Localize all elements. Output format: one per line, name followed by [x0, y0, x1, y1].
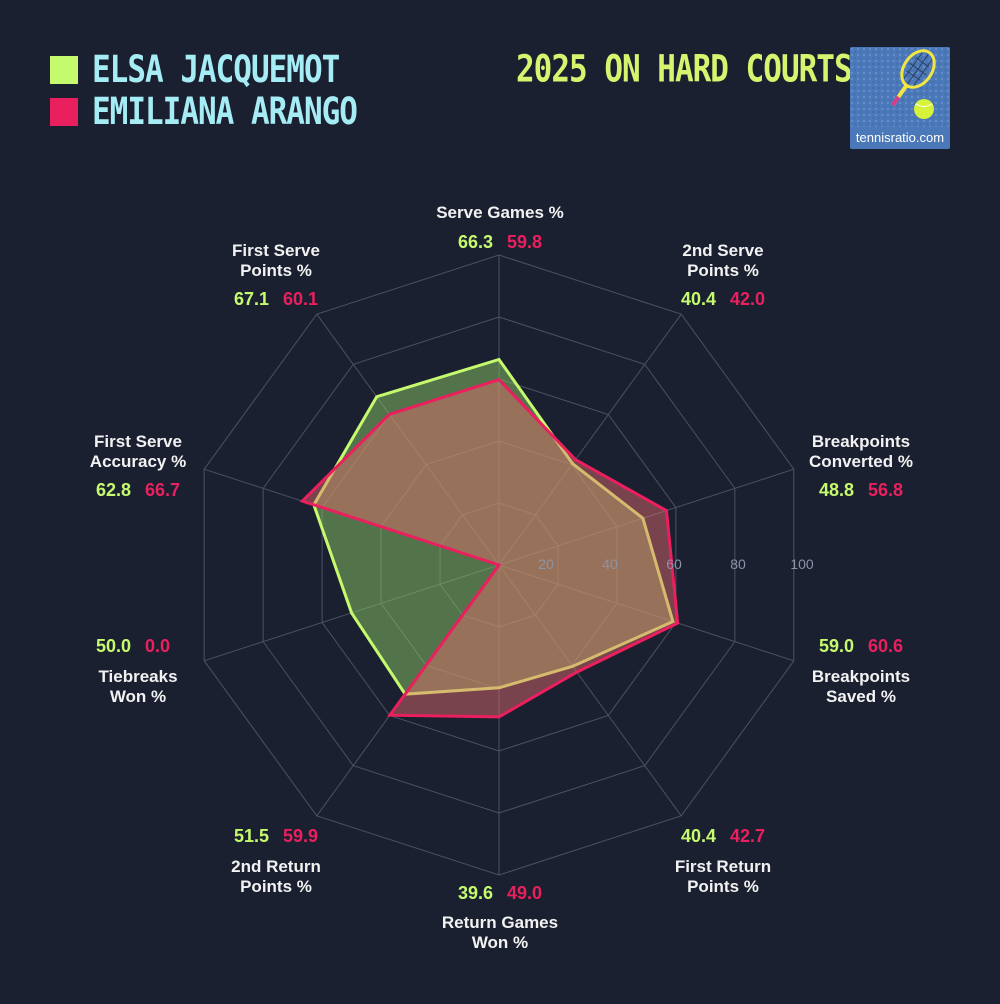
value-label-arango-3: 60.6 — [868, 636, 903, 656]
ring-labels: 20 40 60 80 100 — [538, 556, 814, 572]
axis-label-1-line-0: 2nd Serve — [682, 241, 763, 260]
ring-label-3: 80 — [730, 556, 746, 572]
axis-label-9-line-0: First Serve — [232, 241, 320, 260]
ring-label-4: 100 — [790, 556, 814, 572]
axis-label-3-line-0: Breakpoints — [812, 667, 910, 686]
value-label-jacquemot-5: 39.6 — [458, 883, 493, 903]
value-label-jacquemot-4: 40.4 — [681, 826, 716, 846]
value-label-arango-9: 60.1 — [283, 289, 318, 309]
grid-ring-3 — [262, 316, 736, 814]
legend: ELSA JACQUEMOT EMILIANA ARANGO — [50, 48, 358, 134]
legend-item-arango: EMILIANA ARANGO — [50, 90, 358, 134]
axis-label-5-line-0: Return Games — [442, 913, 558, 932]
value-label-arango-6: 59.9 — [283, 826, 318, 846]
logo-text: tennisratio.com — [855, 130, 945, 145]
value-label-arango-0: 59.8 — [507, 232, 542, 252]
value-label-jacquemot-9: 67.1 — [234, 289, 269, 309]
legend-label-jacquemot: ELSA JACQUEMOT — [92, 48, 340, 92]
legend-swatch-jacquemot — [50, 56, 78, 84]
axis-label-7-line-0: Tiebreaks — [98, 667, 177, 686]
ring-label-0: 20 — [538, 556, 554, 572]
value-label-jacquemot-6: 51.5 — [234, 826, 269, 846]
axis-label-6-line-0: 2nd Return — [231, 857, 321, 876]
axis-label-9-line-1: Points % — [240, 261, 312, 280]
grid-ring-4 — [203, 254, 795, 876]
value-label-arango-1: 42.0 — [730, 289, 765, 309]
axis-label-8-line-0: First Serve — [94, 432, 182, 451]
axis-label-8-line-1: Accuracy % — [90, 452, 186, 471]
axis-label-3-line-1: Saved % — [826, 687, 896, 706]
value-label-arango-5: 49.0 — [507, 883, 542, 903]
axis-label-5-line-1: Won % — [472, 933, 528, 952]
axis-label-4-line-0: First Return — [675, 857, 771, 876]
value-label-jacquemot-7: 50.0 — [96, 636, 131, 656]
value-label-arango-8: 66.7 — [145, 480, 180, 500]
axis-label-0-line-0: Serve Games % — [436, 203, 564, 222]
value-label-jacquemot-0: 66.3 — [458, 232, 493, 252]
value-label-jacquemot-2: 48.8 — [819, 480, 854, 500]
value-label-jacquemot-3: 59.0 — [819, 636, 854, 656]
axis-label-7-line-1: Won % — [110, 687, 166, 706]
chart-title: 2025 ON HARD COURTS — [516, 48, 853, 92]
value-label-arango-2: 56.8 — [868, 480, 903, 500]
value-label-jacquemot-1: 40.4 — [681, 289, 716, 309]
legend-item-jacquemot: ELSA JACQUEMOT — [50, 48, 357, 92]
axis-label-6-line-1: Points % — [240, 877, 312, 896]
axis-label-2-line-1: Converted % — [809, 452, 913, 471]
ring-label-1: 40 — [602, 556, 618, 572]
value-label-arango-7: 0.0 — [145, 636, 170, 656]
legend-swatch-arango — [50, 98, 78, 126]
axis-label-1-line-1: Points % — [687, 261, 759, 280]
axis-label-2-line-0: Breakpoints — [812, 432, 910, 451]
value-label-jacquemot-8: 62.8 — [96, 480, 131, 500]
logo[interactable]: tennisratio.com — [850, 47, 950, 149]
value-label-arango-4: 42.7 — [730, 826, 765, 846]
legend-label-arango: EMILIANA ARANGO — [92, 90, 358, 134]
radar-series — [299, 357, 680, 719]
series-area-1 — [299, 377, 680, 719]
axis-label-4-line-1: Points % — [687, 877, 759, 896]
ring-label-2: 60 — [666, 556, 682, 572]
tennis-racket-ball-icon — [850, 47, 950, 127]
